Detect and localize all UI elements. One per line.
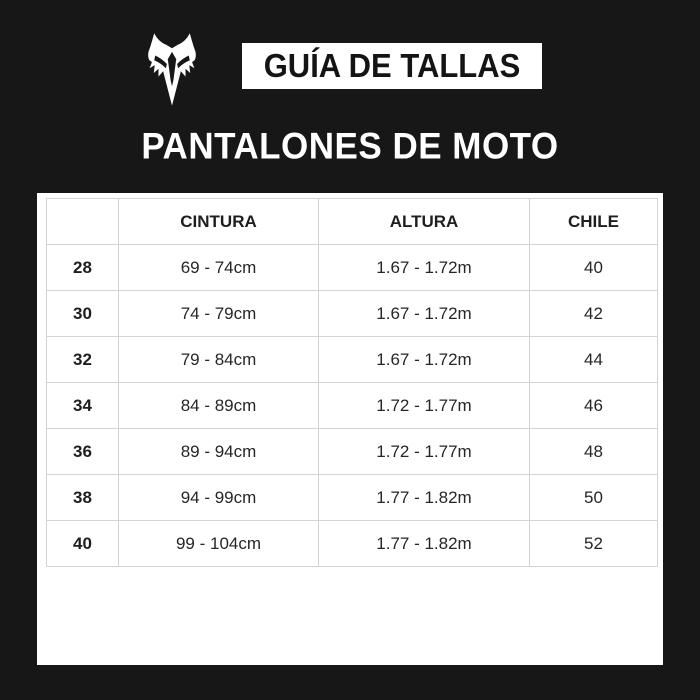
col-header-chile: CHILE <box>529 198 658 245</box>
fox-head-icon <box>148 33 196 106</box>
cell-cintura: 94 - 99cm <box>118 474 319 521</box>
cell-chile: 40 <box>529 244 658 291</box>
col-header-size <box>46 198 119 245</box>
table-row: 38 94 - 99cm 1.77 - 1.82m 50 <box>46 474 658 521</box>
cell-chile: 48 <box>529 428 658 475</box>
cell-size: 40 <box>46 520 119 567</box>
table-row: 40 99 - 104cm 1.77 - 1.82m 52 <box>46 520 658 567</box>
cell-altura: 1.72 - 1.77m <box>318 428 530 475</box>
cell-cintura: 79 - 84cm <box>118 336 319 383</box>
cell-altura: 1.67 - 1.72m <box>318 244 530 291</box>
cell-cintura: 69 - 74cm <box>118 244 319 291</box>
cell-chile: 46 <box>529 382 658 429</box>
cell-size: 28 <box>46 244 119 291</box>
col-header-altura: ALTURA <box>318 198 530 245</box>
cell-cintura: 99 - 104cm <box>118 520 319 567</box>
table-header-row: CINTURA ALTURA CHILE <box>46 198 658 245</box>
cell-size: 34 <box>46 382 119 429</box>
cell-size: 32 <box>46 336 119 383</box>
cell-chile: 42 <box>529 290 658 337</box>
cell-altura: 1.77 - 1.82m <box>318 520 530 567</box>
cell-size: 36 <box>46 428 119 475</box>
cell-cintura: 89 - 94cm <box>118 428 319 475</box>
size-table-panel: CINTURA ALTURA CHILE 28 69 - 74cm 1.67 -… <box>37 193 663 665</box>
table-row: 28 69 - 74cm 1.67 - 1.72m 40 <box>46 244 658 291</box>
table-row: 30 74 - 79cm 1.67 - 1.72m 42 <box>46 290 658 337</box>
page-title: GUÍA DE TALLAS <box>263 46 521 85</box>
cell-cintura: 74 - 79cm <box>118 290 319 337</box>
title-banner: GUÍA DE TALLAS <box>242 43 542 89</box>
cell-size: 30 <box>46 290 119 337</box>
cell-cintura: 84 - 89cm <box>118 382 319 429</box>
cell-altura: 1.67 - 1.72m <box>318 336 530 383</box>
table-row: 32 79 - 84cm 1.67 - 1.72m 44 <box>46 336 658 383</box>
cell-chile: 44 <box>529 336 658 383</box>
col-header-cintura: CINTURA <box>118 198 319 245</box>
subtitle: PANTALONES DE MOTO <box>141 126 559 167</box>
cell-chile: 52 <box>529 520 658 567</box>
table-row: 34 84 - 89cm 1.72 - 1.77m 46 <box>46 382 658 429</box>
size-table: CINTURA ALTURA CHILE 28 69 - 74cm 1.67 -… <box>46 198 658 567</box>
cell-altura: 1.77 - 1.82m <box>318 474 530 521</box>
cell-size: 38 <box>46 474 119 521</box>
cell-altura: 1.67 - 1.72m <box>318 290 530 337</box>
cell-altura: 1.72 - 1.77m <box>318 382 530 429</box>
table-row: 36 89 - 94cm 1.72 - 1.77m 48 <box>46 428 658 475</box>
cell-chile: 50 <box>529 474 658 521</box>
